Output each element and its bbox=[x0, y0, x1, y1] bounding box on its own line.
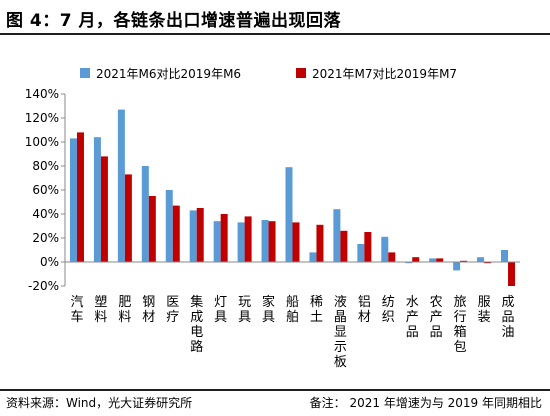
footer-divider bbox=[0, 389, 550, 391]
bar-1 bbox=[429, 258, 437, 262]
bar-2 bbox=[244, 216, 252, 262]
bar-1 bbox=[405, 262, 413, 264]
y-tick-label: 20% bbox=[32, 231, 59, 245]
bar-2 bbox=[292, 222, 300, 262]
x-tick-label: 钢材 bbox=[142, 295, 155, 325]
x-tick-label: 灯具 bbox=[214, 295, 227, 325]
bar-2 bbox=[460, 260, 468, 262]
bar-1 bbox=[189, 210, 197, 262]
y-tick-label: -20% bbox=[28, 279, 59, 293]
bar-1 bbox=[69, 138, 77, 262]
x-tick-label: 稀土 bbox=[310, 295, 323, 325]
bar-1 bbox=[213, 221, 221, 262]
x-tick-label: 农产品 bbox=[430, 295, 443, 340]
bar-2 bbox=[172, 205, 180, 262]
x-tick-label: 肥料 bbox=[118, 295, 131, 325]
bar-1 bbox=[165, 190, 173, 262]
y-tick-label: 60% bbox=[32, 183, 59, 197]
x-tick-label: 集成电路 bbox=[190, 294, 203, 355]
bar-1 bbox=[141, 166, 149, 262]
x-tick-label: 塑料 bbox=[94, 295, 107, 325]
x-axis: 汽车塑料肥料钢材医疗集成电路灯具玩具家具船舶稀土液晶显示板铝材纺织水产品农产品旅… bbox=[65, 261, 520, 370]
legend-swatch bbox=[80, 68, 90, 78]
bar-1 bbox=[477, 257, 485, 262]
bar-2 bbox=[196, 208, 204, 262]
bar-2 bbox=[220, 214, 228, 262]
y-tick-label: 100% bbox=[25, 135, 59, 149]
bar-2 bbox=[76, 132, 84, 262]
x-tick-label: 水产品 bbox=[406, 295, 419, 340]
x-tick-label: 船舶 bbox=[286, 295, 299, 325]
x-tick-label: 纺织 bbox=[382, 295, 395, 325]
bar-2 bbox=[340, 230, 348, 262]
bar-2 bbox=[412, 257, 420, 262]
bar-1 bbox=[501, 250, 509, 262]
y-tick-label: 0% bbox=[40, 255, 59, 269]
y-axis: -20% 0% 20% 40% 60% 80% 100% 120% 140% bbox=[25, 87, 66, 293]
x-tick-label: 汽车 bbox=[70, 295, 83, 325]
x-tick-label: 成品油 bbox=[502, 295, 515, 340]
bar-2 bbox=[316, 224, 324, 262]
legend-label: 2021年M7对比2019年M7 bbox=[312, 67, 457, 81]
bar-2 bbox=[364, 232, 372, 262]
y-tick-label: 40% bbox=[32, 207, 59, 221]
remark-note: 备注： 2021 年增速为与 2019 年同期相比 bbox=[309, 396, 542, 410]
bar-1 bbox=[285, 167, 293, 262]
bar-2 bbox=[268, 221, 276, 262]
x-tick-label: 医疗 bbox=[166, 295, 179, 325]
y-tick-label: 80% bbox=[32, 159, 59, 173]
legend-swatch bbox=[296, 68, 306, 78]
bar-2 bbox=[388, 252, 396, 262]
x-tick-label: 旅行箱包 bbox=[454, 295, 467, 355]
bar-1 bbox=[357, 244, 365, 262]
bar-2 bbox=[148, 196, 156, 262]
bars bbox=[69, 109, 516, 286]
bar-1 bbox=[93, 137, 101, 262]
bar-2 bbox=[436, 258, 444, 262]
y-tick-label: 120% bbox=[25, 111, 59, 125]
title-divider bbox=[0, 33, 550, 35]
bar-1 bbox=[237, 222, 245, 262]
bar-1 bbox=[309, 252, 317, 262]
x-tick-label: 服装 bbox=[478, 295, 491, 325]
x-tick-label: 玩具 bbox=[238, 295, 251, 325]
legend-label: 2021年M6对比2019年M6 bbox=[96, 67, 241, 81]
bar-2 bbox=[484, 262, 492, 264]
bar-1 bbox=[381, 236, 389, 262]
figure-header: 图 4：7 月，各链条出口增速普遍出现回落 bbox=[0, 0, 550, 35]
legend: 2021年M6对比2019年M6 2021年M7对比2019年M7 bbox=[80, 67, 457, 81]
y-tick-label: 140% bbox=[25, 87, 59, 101]
bar-2 bbox=[124, 174, 132, 262]
bar-2 bbox=[508, 262, 516, 286]
bar-1 bbox=[261, 220, 269, 262]
bar-2 bbox=[100, 156, 108, 262]
bar-1 bbox=[333, 209, 341, 262]
x-tick-label: 铝材 bbox=[358, 295, 371, 325]
x-tick-label: 液晶显示板 bbox=[334, 295, 347, 370]
bar-1 bbox=[453, 262, 461, 271]
figure-title: 图 4：7 月，各链条出口增速普遍出现回落 bbox=[6, 11, 341, 31]
x-tick-label: 家具 bbox=[262, 294, 275, 325]
source-note: 资料来源：Wind，光大证券研究所 bbox=[6, 396, 193, 410]
bar-1 bbox=[117, 109, 125, 262]
